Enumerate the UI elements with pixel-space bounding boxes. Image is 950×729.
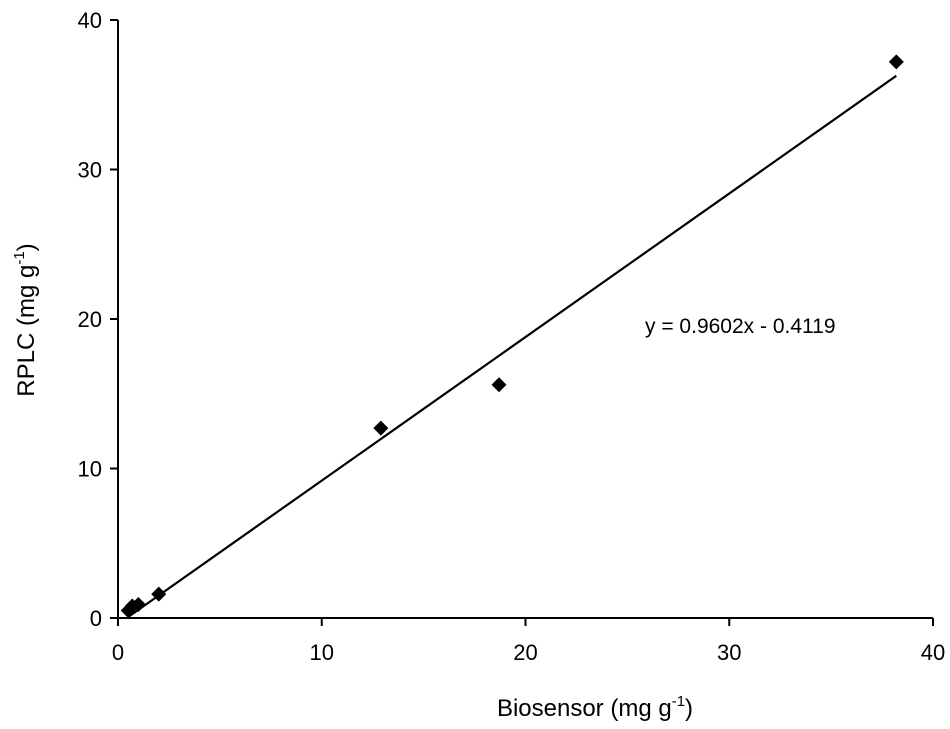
x-tick-label: 40 — [921, 640, 945, 665]
data-point — [151, 586, 167, 602]
data-point — [888, 54, 904, 70]
data-points — [120, 54, 904, 619]
trendline-equation: y = 0.9602x - 0.4119 — [645, 315, 836, 338]
y-axis-title-main: RPLC (mg g — [13, 265, 40, 397]
y-axis-title-superscript: -1 — [11, 251, 28, 264]
ticks: 0 10 20 30 40 0 10 20 30 40 — [78, 8, 946, 665]
data-point — [491, 377, 507, 393]
y-tick-label: 10 — [78, 457, 102, 482]
y-axis-title-end: ) — [13, 243, 40, 251]
x-axis-title-superscript: -1 — [672, 693, 685, 710]
y-tick-label: 0 — [90, 606, 102, 631]
trendline-group — [127, 74, 897, 618]
trendline — [127, 74, 897, 618]
y-tick-label: 30 — [78, 158, 102, 183]
y-tick-label: 40 — [78, 8, 102, 33]
x-axis-title-main: Biosensor (mg g — [497, 695, 672, 722]
y-axis-title: RPLC (mg g-1) — [11, 243, 40, 396]
x-tick-label: 0 — [112, 640, 124, 665]
x-axis-title: Biosensor (mg g-1) — [497, 693, 693, 722]
x-tick-label: 10 — [310, 640, 334, 665]
y-tick-label: 20 — [78, 307, 102, 332]
data-point — [130, 597, 146, 613]
x-tick-label: 30 — [717, 640, 741, 665]
x-axis-title-end: ) — [685, 695, 693, 722]
data-point — [373, 420, 389, 436]
x-tick-label: 20 — [513, 640, 537, 665]
